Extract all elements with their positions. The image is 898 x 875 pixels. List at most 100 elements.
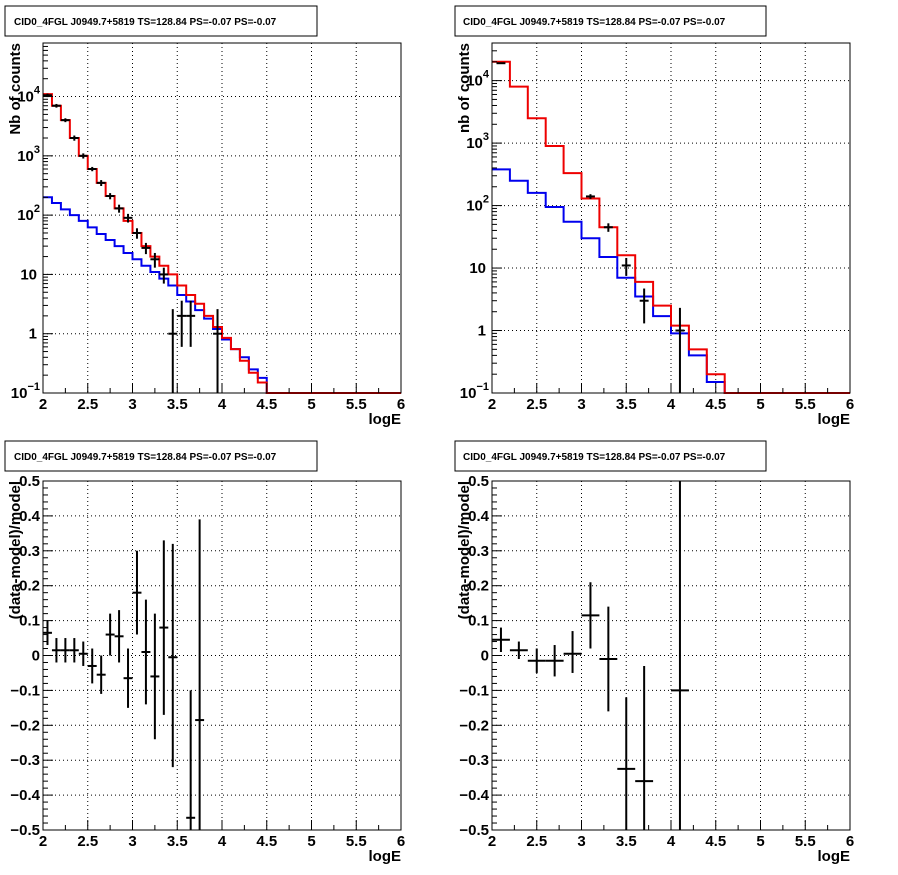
y-tick-label: 104 [17, 85, 41, 106]
y-tick-label: 0.4 [19, 508, 41, 525]
data-point [96, 655, 106, 694]
data-point [603, 223, 613, 232]
y-tick-label: 0.1 [468, 613, 489, 630]
title-box [4, 5, 318, 37]
x-tick-label: 6 [397, 396, 405, 413]
data-point [114, 610, 124, 663]
y-tick-exponent: 3 [34, 144, 40, 156]
data-point [639, 288, 649, 324]
y-tick-label: −0.3 [459, 752, 489, 769]
x-axis-label: logE [369, 848, 402, 865]
x-tick-label: 5 [307, 396, 315, 413]
x-tick-label: 2.5 [77, 833, 98, 850]
x-tick-label: 4.5 [705, 396, 726, 413]
y-tick-exponent: −1 [27, 381, 40, 393]
data-point [159, 540, 169, 715]
data-point [132, 550, 142, 635]
x-tick-label: 3.5 [616, 396, 637, 413]
x-tick-label: 3 [128, 396, 136, 413]
data-point [43, 620, 52, 646]
y-tick-label: −0.4 [459, 787, 489, 804]
data-point [527, 648, 546, 673]
data-point [69, 638, 79, 663]
x-tick-label: 3.5 [167, 833, 188, 850]
y-axis-label: (data-model)/model [456, 481, 473, 619]
x-tick-label: 5 [756, 833, 764, 850]
panel-residuals-right: CID0_4FGL J0949.7+5819 TS=128.84 PS=-0.0… [454, 440, 854, 865]
data-point [492, 627, 510, 653]
y-tick-label: 10 [20, 266, 37, 283]
data-point [51, 103, 61, 108]
panel-counts-left: CID0_4FGL J0949.7+5819 TS=128.84 PS=-0.0… [4, 5, 405, 428]
y-tick-label: 103 [466, 131, 489, 152]
data-point [159, 267, 169, 284]
x-tick-label: 4 [667, 833, 676, 850]
data-point [168, 309, 178, 393]
y-tick-label: 0.5 [19, 473, 40, 490]
y-tick-label: 103 [17, 144, 40, 165]
x-tick-label: 2.5 [526, 833, 547, 850]
panel-title: CID0_4FGL J0949.7+5819 TS=128.84 PS=-0.0… [463, 17, 726, 28]
x-axis-label: logE [818, 411, 851, 428]
data-point [168, 543, 178, 768]
y-tick-mantissa: 10 [17, 89, 34, 106]
data-point [69, 135, 79, 141]
data-point [87, 648, 97, 684]
x-tick-label: 4 [667, 396, 676, 413]
y-tick-label: 0.2 [468, 578, 489, 595]
data-point [195, 519, 205, 830]
x-tick-label: 3 [577, 396, 585, 413]
data-point [563, 631, 582, 673]
title-box [4, 440, 318, 472]
x-tick-label: 2.5 [526, 396, 547, 413]
data-point [671, 481, 689, 830]
y-tick-mantissa: 10 [466, 135, 483, 152]
y-tick-mantissa: 10 [17, 148, 34, 165]
data-point [186, 300, 196, 347]
x-tick-label: 2 [488, 833, 496, 850]
x-tick-label: 5.5 [346, 396, 367, 413]
y-tick-label: −0.5 [459, 822, 489, 839]
y-axis-label: nb of counts [456, 43, 473, 133]
y-tick-exponent: 4 [483, 69, 490, 81]
data-point [509, 641, 528, 659]
panel-residuals-left: CID0_4FGL J0949.7+5819 TS=128.84 PS=-0.0… [4, 440, 405, 865]
x-tick-label: 5 [307, 833, 315, 850]
x-tick-label: 6 [397, 833, 405, 850]
y-tick-mantissa: 10 [460, 385, 477, 402]
data-point [105, 613, 115, 656]
panel-title: CID0_4FGL J0949.7+5819 TS=128.84 PS=-0.0… [14, 452, 277, 463]
y-tick-label: −0.1 [459, 682, 489, 699]
data-point [496, 62, 506, 65]
y-tick-label: 104 [466, 69, 490, 90]
data-point [141, 599, 151, 705]
y-tick-label: 0.4 [468, 508, 490, 525]
data-point [141, 242, 151, 255]
y-tick-label: 0.3 [19, 543, 40, 560]
data-point [51, 638, 61, 663]
panel-counts-right: CID0_4FGL J0949.7+5819 TS=128.84 PS=-0.0… [454, 5, 854, 428]
x-axis-label: logE [818, 848, 851, 865]
y-tick-label: −0.1 [10, 682, 40, 699]
y-tick-label: 1 [29, 326, 37, 343]
x-tick-label: 5 [756, 396, 764, 413]
y-tick-label: 102 [466, 194, 489, 215]
data-point [177, 300, 187, 347]
data-point [585, 194, 595, 199]
x-tick-label: 3 [577, 833, 585, 850]
y-tick-exponent: 2 [483, 194, 489, 206]
panel-title: CID0_4FGL J0949.7+5819 TS=128.84 PS=-0.0… [14, 17, 277, 28]
x-tick-label: 2 [39, 833, 47, 850]
y-tick-label: 10−1 [11, 381, 40, 402]
data-point [132, 228, 142, 239]
y-tick-label: 0.1 [19, 613, 40, 630]
x-tick-label: 2 [488, 396, 496, 413]
y-tick-label: −0.3 [10, 752, 40, 769]
x-axis-label: logE [369, 411, 402, 428]
y-axis-label: (data-model)/model [7, 481, 24, 619]
y-tick-label: −0.4 [10, 787, 40, 804]
x-tick-label: 3.5 [616, 833, 637, 850]
panel-title: CID0_4FGL J0949.7+5819 TS=128.84 PS=-0.0… [463, 452, 726, 463]
data-point [581, 582, 600, 649]
